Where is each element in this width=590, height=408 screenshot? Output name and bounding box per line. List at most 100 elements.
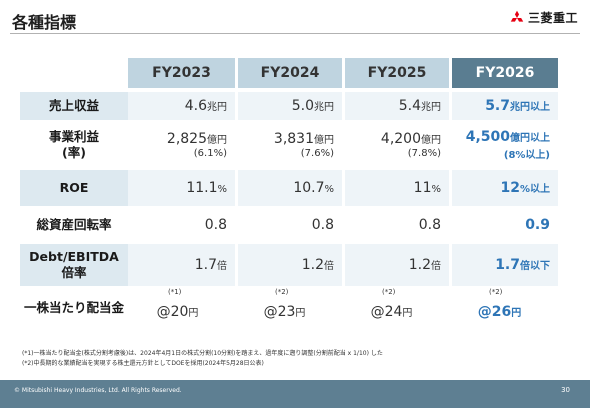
unit: 兆円	[314, 102, 334, 113]
table-row-operating-profit: 事業利益 (率) 2,825億円 (6.1%) 3,831億円 (7.6%) 4,20…	[20, 120, 558, 170]
unit: 兆円	[207, 102, 227, 113]
cell-debt-fy2024: 1.2倍	[235, 244, 342, 286]
cell-profit-fy2025: 4,200億円 (7.8%)	[342, 120, 449, 170]
margin: (6.1%)	[193, 148, 227, 159]
logo-text: 三菱重工	[527, 11, 578, 25]
value: 4.6	[184, 98, 207, 114]
value: 11	[413, 180, 432, 196]
cell-revenue-fy2026: 5.7兆円以上	[449, 88, 558, 120]
unit: 円	[188, 308, 199, 319]
unit: 倍	[217, 261, 227, 272]
unit: %	[431, 184, 441, 195]
value: 1.7	[495, 257, 520, 273]
cell-profit-fy2024: 3,831億円 (7.6%)	[235, 120, 342, 170]
footnote-ref: (*1)	[168, 288, 182, 296]
table-row-asset-turnover: 総資産回転率 0.8 0.8 0.8 0.9	[20, 206, 558, 244]
value: @24	[370, 304, 403, 320]
col-header-fy2023: FY2023	[128, 58, 235, 88]
three-diamond-logo-icon	[510, 10, 524, 22]
unit: 億円以上	[510, 133, 550, 144]
value: @20	[156, 304, 189, 320]
cell-roe-fy2025: 11%	[342, 170, 449, 206]
table-row-dividend: 一株当たり配当金 (*1) @20円 (*2) @23円 (*2) @24円 (*2)…	[20, 286, 558, 330]
dps-value-wrap: @26円	[449, 296, 550, 320]
cell-revenue-fy2024: 5.0兆円	[235, 88, 342, 120]
footnote-1: (*1)一株当たり配当金(株式分割考慮後)は、2024年4月1日の株式分割(10…	[22, 350, 383, 357]
cell-debt-fy2023: 1.7倍	[128, 244, 235, 286]
margin: (8%以上)	[503, 150, 550, 161]
unit: 億円	[421, 135, 441, 146]
kpi-table: FY2023 FY2024 FY2025 FY2026 売上収益 4.6兆円 5…	[20, 58, 558, 330]
dps-value-wrap: @23円	[235, 296, 334, 320]
row-label-revenue: 売上収益	[20, 88, 128, 120]
unit: %以上	[519, 184, 550, 195]
col-header-fy2024: FY2024	[235, 58, 342, 88]
table-row-debt-ebitda: Debt/EBITDA 倍率 1.7倍 1.2倍 1.2倍 1.7倍以下	[20, 244, 558, 286]
copyright: © Mitsubishi Heavy Industries, Ltd. All …	[14, 387, 182, 394]
footer-bar	[0, 380, 590, 408]
value: 1.2	[408, 257, 431, 273]
table-row-roe: ROE 11.1% 10.7% 11% 12%以上	[20, 170, 558, 206]
cell-turnover-fy2025: 0.8	[418, 217, 441, 233]
margin: (7.6%)	[300, 148, 334, 159]
cell-dps-fy2024: (*2) @23円	[235, 286, 342, 330]
cell-debt-fy2026: 1.7倍以下	[449, 244, 558, 286]
label-line: Debt/EBITDA	[29, 249, 119, 265]
value: 1.2	[301, 257, 324, 273]
page-number: 30	[561, 386, 570, 394]
header-row: FY2023 FY2024 FY2025 FY2026	[20, 58, 558, 88]
unit: 倍以下	[520, 261, 550, 272]
unit: 兆円以上	[510, 102, 550, 113]
cell-roe-fy2023: 11.1%	[128, 170, 235, 206]
cell-roe-fy2024: 10.7%	[235, 170, 342, 206]
value: 5.7	[485, 98, 510, 114]
value: 4,200	[380, 131, 421, 147]
row-label-roe: ROE	[20, 170, 128, 206]
unit: 兆円	[421, 102, 441, 113]
label-line: 倍率	[61, 265, 87, 280]
cell-profit-fy2026: 4,500億円以上 (8%以上)	[449, 120, 558, 170]
table-row-revenue: 売上収益 4.6兆円 5.0兆円 5.4兆円 5.7兆円以上	[20, 88, 558, 120]
margin: (7.8%)	[407, 148, 441, 159]
title-divider	[10, 33, 580, 34]
unit: 円	[511, 308, 522, 319]
label-line: 事業利益	[48, 129, 99, 145]
page-title: 各種指標	[12, 13, 77, 32]
cell-profit-fy2023: 2,825億円 (6.1%)	[128, 120, 235, 170]
unit: %	[324, 184, 334, 195]
value: 10.7	[293, 180, 325, 196]
cell-dps-fy2026: (*2) @26円	[449, 286, 558, 330]
value: 5.0	[291, 98, 314, 114]
footnote-ref: (*2)	[382, 288, 396, 296]
unit: 倍	[431, 261, 441, 272]
value: 2,825	[166, 131, 207, 147]
cell-turnover-fy2024: 0.8	[311, 217, 334, 233]
label-line: (率)	[62, 145, 86, 160]
cell-revenue-fy2023: 4.6兆円	[128, 88, 235, 120]
cell-turnover-fy2026: 0.9	[525, 217, 550, 233]
value: 12	[500, 180, 520, 196]
cell-dps-fy2023: (*1) @20円	[128, 286, 235, 330]
cell-revenue-fy2025: 5.4兆円	[342, 88, 449, 120]
footnotes: (*1)一株当たり配当金(株式分割考慮後)は、2024年4月1日の株式分割(10…	[22, 349, 383, 369]
value: @26	[477, 304, 512, 320]
cell-dps-fy2025: (*2) @24円	[342, 286, 449, 330]
footnote-ref: (*2)	[275, 288, 289, 296]
value: 3,831	[273, 131, 314, 147]
footnote-ref: (*2)	[489, 288, 503, 296]
value: @23	[263, 304, 296, 320]
col-header-fy2026: FY2026	[449, 58, 558, 88]
cell-roe-fy2026: 12%以上	[449, 170, 558, 206]
unit: %	[217, 184, 227, 195]
unit: 円	[402, 308, 413, 319]
row-label-debt-ebitda: Debt/EBITDA 倍率	[20, 244, 128, 286]
unit: 倍	[324, 261, 334, 272]
value: 1.7	[194, 257, 217, 273]
row-label-operating-profit: 事業利益 (率)	[20, 120, 128, 170]
unit: 円	[295, 308, 306, 319]
value: 5.4	[398, 98, 421, 114]
row-label-dividend: 一株当たり配当金	[20, 286, 128, 330]
col-header-fy2025: FY2025	[342, 58, 449, 88]
value: 4,500	[465, 129, 510, 145]
value: 11.1	[186, 180, 218, 196]
